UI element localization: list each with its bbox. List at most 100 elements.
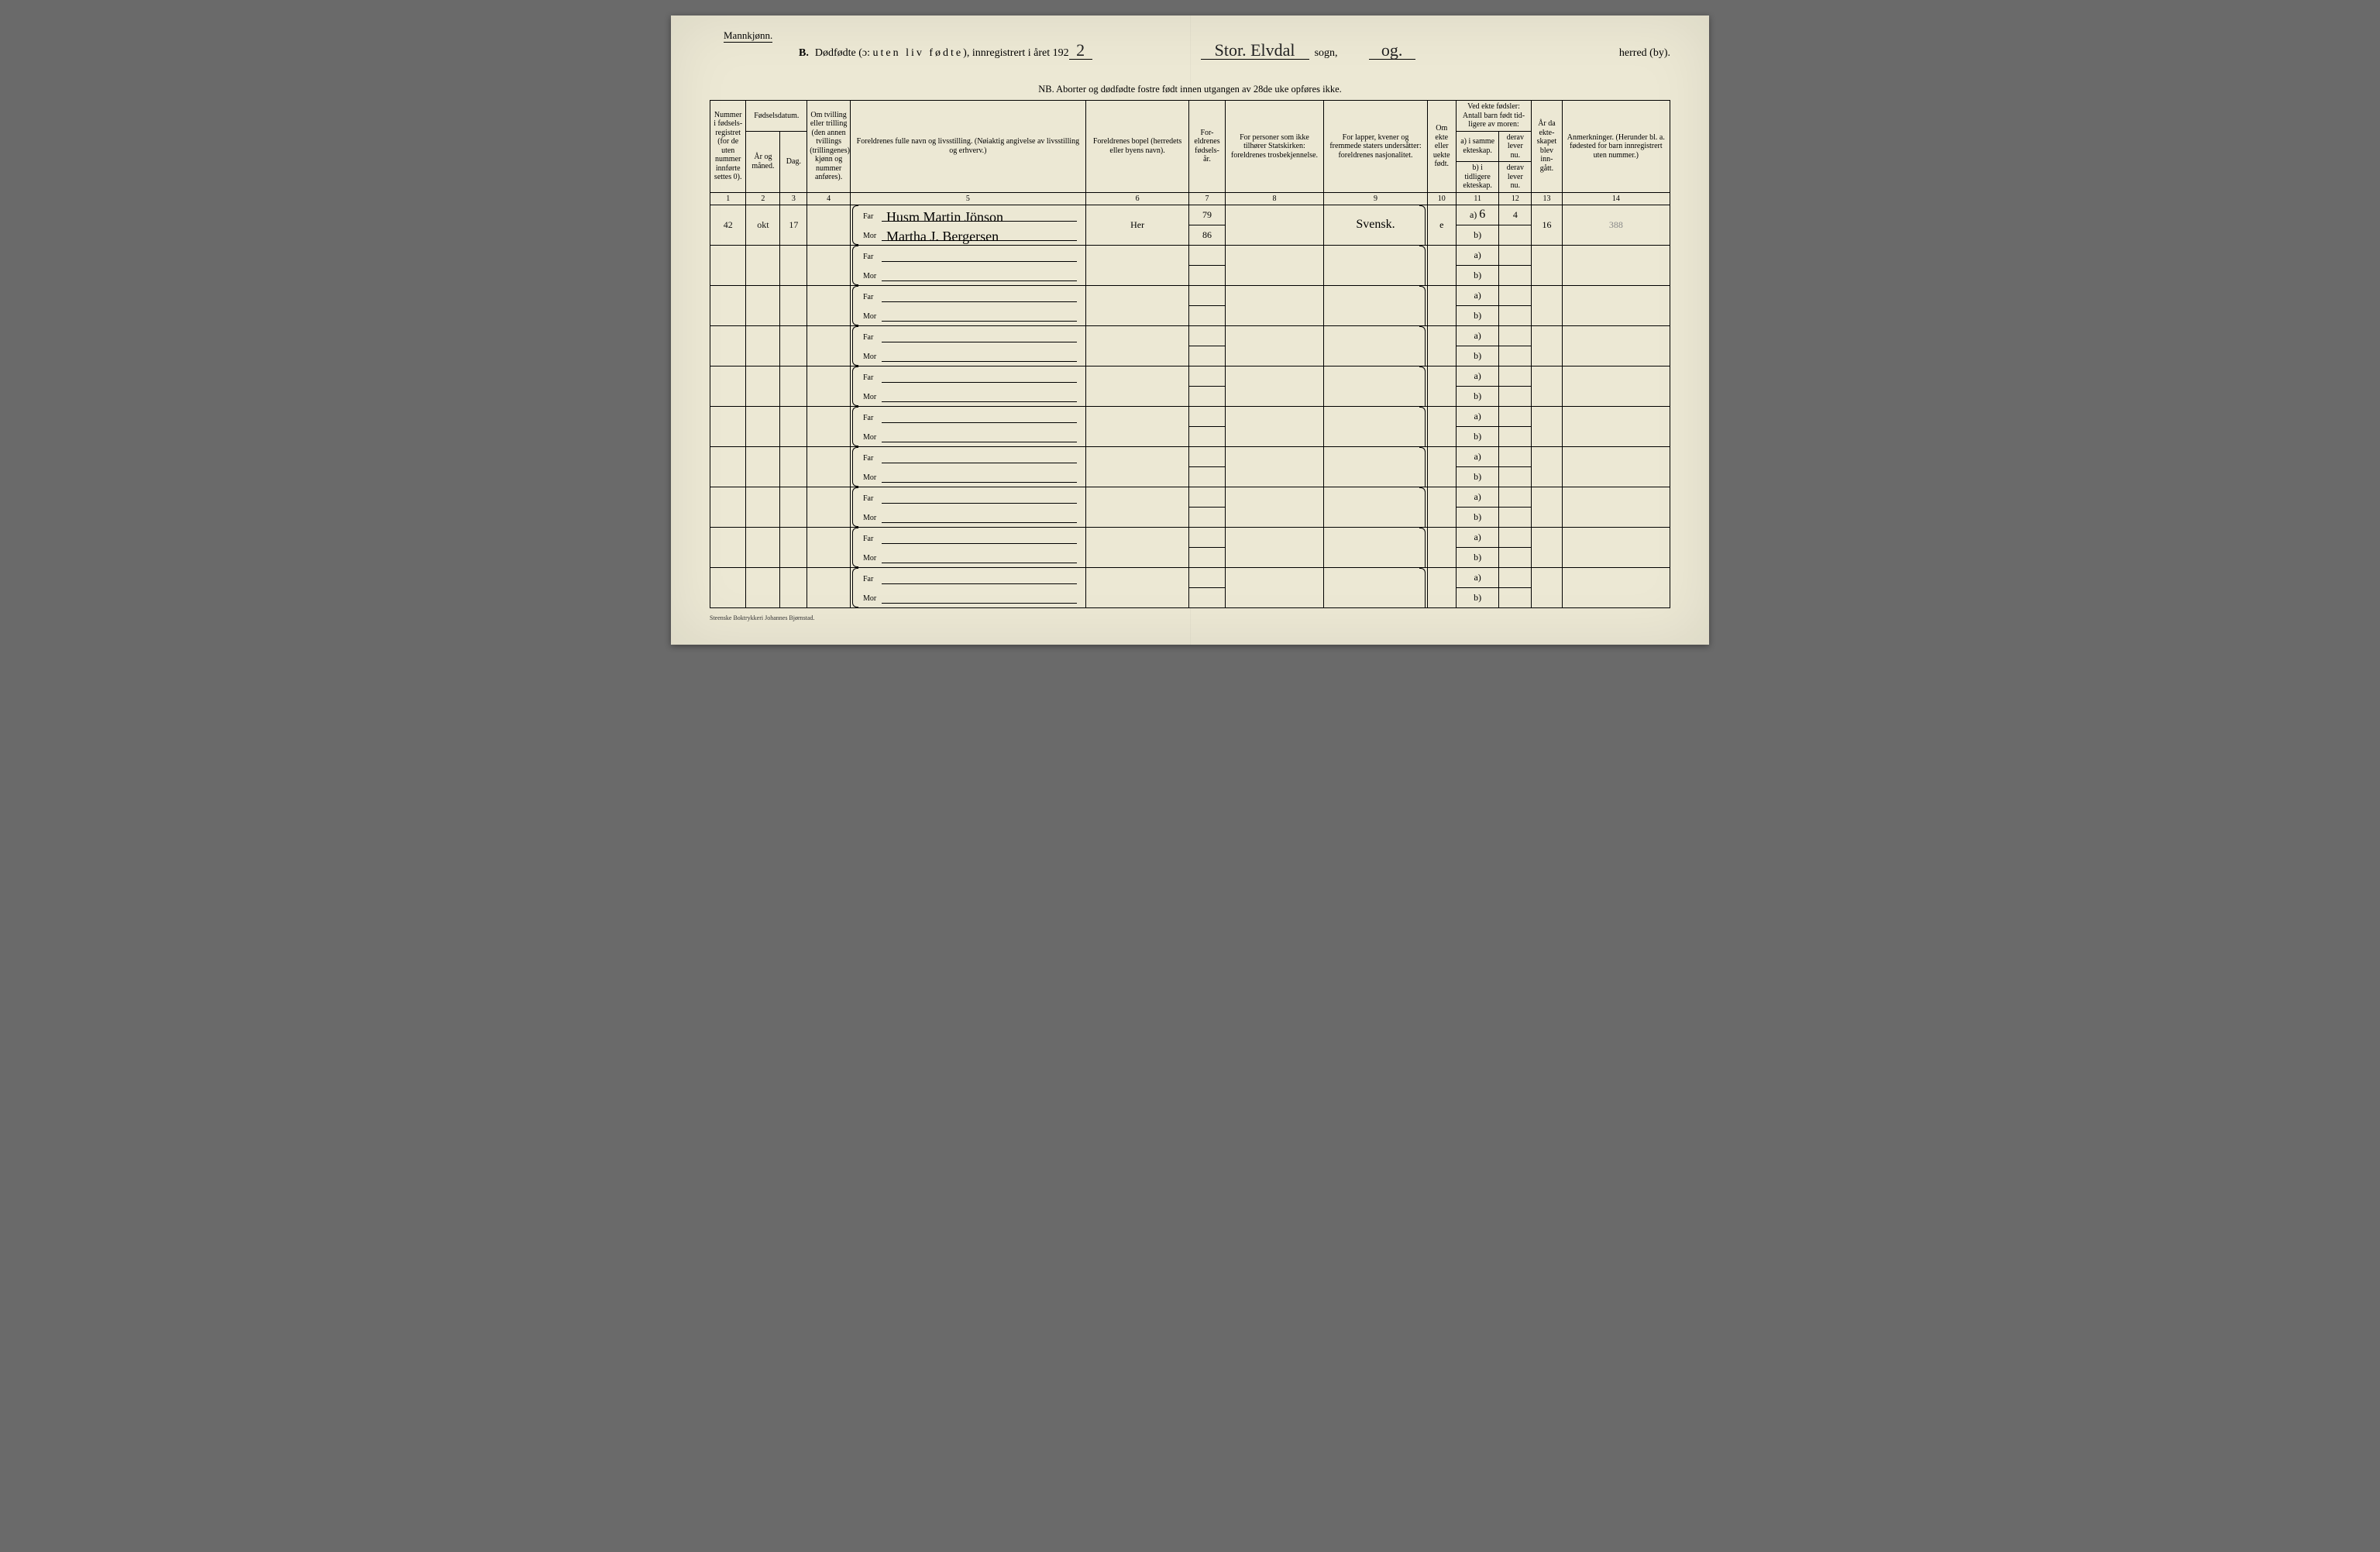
cell (1532, 286, 1562, 326)
table-row: Morb) (710, 467, 1670, 487)
cell: okt (746, 205, 780, 246)
cell: b) (1456, 548, 1499, 568)
table-header: Nummer i fødsels-registret (for de uten … (710, 101, 1670, 205)
cell (1324, 447, 1427, 487)
col-4-header: Om tvilling eller trilling (den annen tv… (807, 101, 851, 193)
table-row: Fara) (710, 528, 1670, 548)
cell (1532, 407, 1562, 447)
year-handwritten: 2 (1069, 42, 1092, 60)
cell: b) (1456, 306, 1499, 326)
cell: MorMartha J. Bergersen (850, 225, 1085, 246)
col-11a-header: a) i samme ekteskap. (1456, 131, 1499, 162)
cell (1562, 487, 1670, 528)
cell: Far (850, 407, 1085, 427)
cell (1562, 568, 1670, 608)
cell (1532, 366, 1562, 407)
col-12a-header: derav lever nu. (1499, 131, 1532, 162)
cell (1085, 568, 1188, 608)
cell (1324, 487, 1427, 528)
document-page: Mannkjønn. B. Dødfødte (ɔ: uten liv født… (671, 15, 1709, 645)
cell (1085, 447, 1188, 487)
table-row: Fara) (710, 366, 1670, 387)
cell: 388 (1562, 205, 1670, 246)
cell: Far (850, 568, 1085, 588)
col-6-header: Foreldrenes bopel (herredets eller byens… (1085, 101, 1188, 193)
colnum: 3 (780, 192, 807, 205)
cell (1562, 366, 1670, 407)
cell (780, 286, 807, 326)
colnum: 14 (1562, 192, 1670, 205)
cell (1562, 246, 1670, 286)
cell (1499, 528, 1532, 548)
cell (1499, 407, 1532, 427)
cell (1189, 487, 1225, 508)
table-row: Fara) (710, 246, 1670, 266)
cell (1562, 326, 1670, 366)
cell (1225, 205, 1324, 246)
cell (1532, 568, 1562, 608)
cell (807, 528, 851, 568)
cell (1499, 306, 1532, 326)
cell (1085, 286, 1188, 326)
cell (1225, 246, 1324, 286)
table-row: Fara) (710, 487, 1670, 508)
cell (1189, 286, 1225, 306)
cell: a) (1456, 487, 1499, 508)
colnum: 1 (710, 192, 746, 205)
cell (746, 246, 780, 286)
cell (780, 447, 807, 487)
cell (1532, 246, 1562, 286)
cell (780, 568, 807, 608)
cell (1085, 528, 1188, 568)
cell (807, 286, 851, 326)
cell (1085, 246, 1188, 286)
cell: b) (1456, 346, 1499, 366)
cell (780, 246, 807, 286)
col-9-header: For lapper, kvener og fremmede staters u… (1324, 101, 1427, 193)
cell (1324, 326, 1427, 366)
table-row: Morb) (710, 548, 1670, 568)
cell: 86 (1189, 225, 1225, 246)
cell: a) (1456, 528, 1499, 548)
cell: 17 (780, 205, 807, 246)
section-letter: B. (799, 47, 809, 60)
gender-label: Mannkjønn. (724, 29, 772, 43)
cell: Mor (850, 306, 1085, 326)
column-number-row: 1 2 3 4 5 6 7 8 9 10 11 12 13 14 (710, 192, 1670, 205)
cell: 42 (710, 205, 746, 246)
cell: a) (1456, 286, 1499, 306)
cell (1085, 407, 1188, 447)
table-row: Far a) (710, 407, 1670, 427)
register-table: Nummer i fødsels-registret (for de uten … (710, 100, 1670, 608)
cell (1499, 467, 1532, 487)
cell (746, 286, 780, 326)
cell: a) (1456, 407, 1499, 427)
cell (1225, 528, 1324, 568)
cell (1532, 326, 1562, 366)
table-row: Morb) (710, 346, 1670, 366)
col-13-header: År da ekte-skapet blev inn-gått. (1532, 101, 1562, 193)
printer-footer: Steenske Boktrykkeri Johannes Bjørnstad. (710, 614, 1670, 621)
cell (1499, 366, 1532, 387)
cell (710, 528, 746, 568)
col-10-header: Om ekte eller uekte født. (1427, 101, 1456, 193)
cell (1427, 568, 1456, 608)
cell (1189, 326, 1225, 346)
table-row: Morb) (710, 508, 1670, 528)
cell: a) 6 (1456, 205, 1499, 225)
title-spaced: uten liv fødte (873, 47, 964, 60)
cell (780, 528, 807, 568)
cell (1225, 568, 1324, 608)
cell (1427, 246, 1456, 286)
cell (1189, 588, 1225, 608)
cell (1499, 568, 1532, 588)
cell (1499, 588, 1532, 608)
cell (780, 326, 807, 366)
cell (1189, 528, 1225, 548)
colnum: 5 (850, 192, 1085, 205)
cell (1499, 548, 1532, 568)
cell: a) (1456, 326, 1499, 346)
cell: a) (1456, 447, 1499, 467)
cell (1427, 528, 1456, 568)
col-2-3-header: Fødselsdatum. (746, 101, 807, 132)
